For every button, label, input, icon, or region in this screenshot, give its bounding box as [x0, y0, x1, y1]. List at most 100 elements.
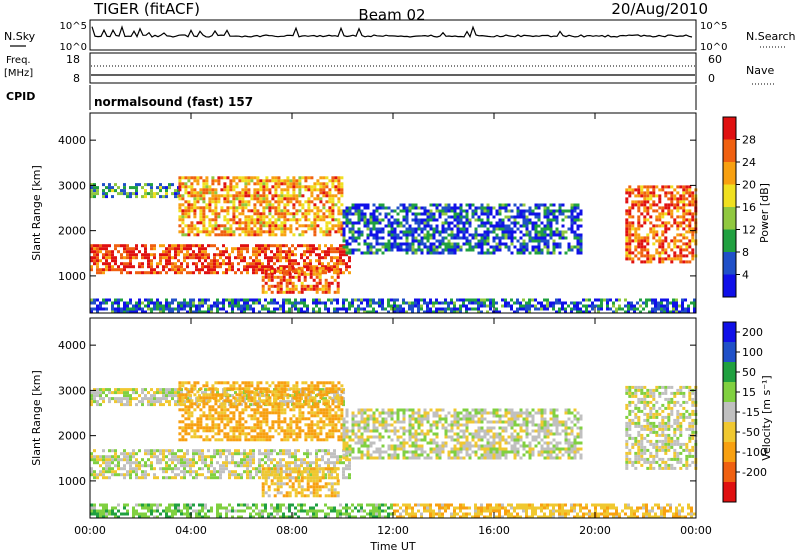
power-cell — [676, 221, 680, 225]
power-cell — [276, 247, 279, 251]
power-cell — [331, 179, 335, 183]
velocity-cell — [238, 384, 242, 388]
power-cell — [111, 253, 114, 257]
power-cell — [250, 197, 254, 201]
velocity-cell — [202, 399, 206, 403]
power-cell — [223, 194, 227, 198]
power-cell — [417, 233, 421, 237]
velocity-cell — [181, 396, 185, 400]
velocity-cell — [189, 461, 192, 465]
velocity-cell — [195, 403, 198, 407]
power-cell — [147, 259, 150, 263]
power-cell — [360, 212, 364, 216]
velocity-cell — [333, 452, 336, 456]
power-cell — [631, 260, 635, 264]
power-cell — [441, 224, 445, 228]
power-cell — [363, 224, 367, 228]
power-cell — [241, 200, 245, 204]
velocity-cell — [126, 455, 129, 459]
power-cell — [184, 176, 188, 180]
velocity-cell — [288, 455, 291, 459]
power-cell — [495, 301, 498, 305]
power-cell — [459, 236, 463, 240]
velocity-cell — [174, 458, 177, 462]
velocity-cell — [211, 393, 215, 397]
velocity-cell — [223, 411, 227, 415]
power-cell — [420, 248, 424, 252]
velocity-cell — [253, 426, 257, 430]
power-cell — [549, 304, 552, 308]
power-cell — [486, 212, 490, 216]
power-cell — [219, 301, 222, 305]
power-cell — [345, 248, 349, 252]
power-cell — [171, 244, 174, 248]
velocity-cell — [289, 387, 293, 391]
velocity-cell — [126, 403, 129, 407]
power-cell — [132, 253, 135, 257]
power-cell — [318, 256, 321, 260]
power-cell — [300, 298, 303, 302]
velocity-cell — [301, 381, 305, 385]
power-cell — [225, 247, 228, 251]
power-cell — [670, 191, 674, 195]
power-cell — [516, 251, 520, 255]
power-cell — [126, 304, 129, 308]
velocity-cell — [306, 449, 309, 453]
power-cell — [658, 212, 662, 216]
velocity-cell — [192, 464, 195, 468]
power-cell — [187, 224, 191, 228]
power-cell — [342, 221, 346, 225]
power-cell — [207, 298, 210, 302]
velocity-cell — [195, 476, 198, 480]
velocity-cell — [159, 391, 162, 395]
power-cell — [643, 200, 647, 204]
power-cell — [241, 230, 245, 234]
power-cell — [489, 251, 493, 255]
power-cell — [486, 221, 490, 225]
power-cell — [450, 242, 454, 246]
power-cell — [280, 182, 284, 186]
power-cell — [292, 197, 296, 201]
velocity-cell — [196, 399, 200, 403]
power-cell — [331, 203, 335, 207]
velocity-cell — [297, 391, 300, 395]
power-cell — [399, 209, 403, 213]
power-cell — [483, 242, 487, 246]
power-cell — [453, 245, 457, 249]
power-cell — [96, 304, 99, 308]
velocity-cell — [222, 452, 225, 456]
power-cell — [426, 245, 430, 249]
power-cell — [483, 221, 487, 225]
power-cell — [286, 197, 290, 201]
velocity-cell — [348, 458, 351, 462]
power-cell — [378, 218, 382, 222]
power-cell — [336, 269, 340, 273]
power-cell — [288, 310, 291, 314]
power-cell — [423, 245, 427, 249]
power-cell — [537, 307, 540, 311]
velocity-cell — [321, 449, 324, 453]
power-cell — [462, 242, 466, 246]
power-cell — [579, 239, 583, 243]
power-cell — [363, 221, 367, 225]
power-cell — [456, 307, 459, 311]
velocity-cell — [204, 400, 207, 404]
power-cell — [652, 203, 656, 207]
power-cell — [274, 224, 278, 228]
power-cell — [537, 242, 541, 246]
power-cell — [150, 301, 153, 305]
power-cell — [564, 251, 568, 255]
power-cell — [204, 259, 207, 263]
velocity-cell — [288, 464, 291, 468]
power-cell — [474, 245, 478, 249]
power-cell — [330, 268, 333, 272]
power-cell — [378, 298, 381, 302]
velocity-cell — [184, 381, 188, 385]
power-cell — [244, 230, 248, 234]
power-cell — [345, 221, 349, 225]
velocity-cell — [217, 411, 221, 415]
power-cell — [186, 256, 189, 260]
power-cell — [262, 185, 266, 189]
power-cell — [655, 239, 659, 243]
power-cell — [273, 275, 277, 279]
